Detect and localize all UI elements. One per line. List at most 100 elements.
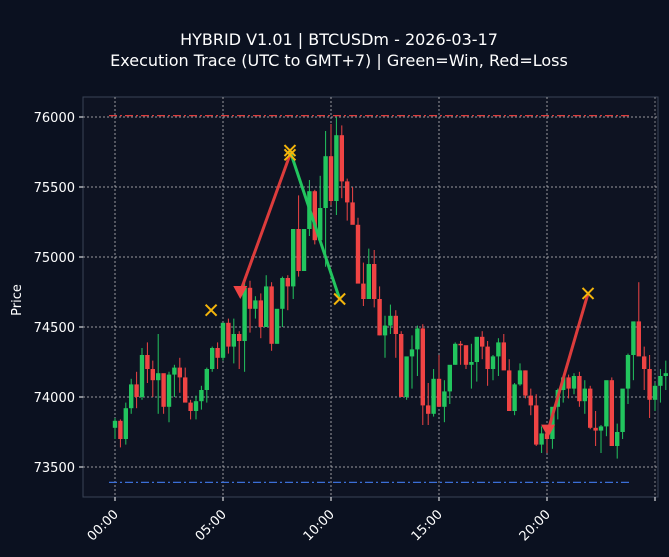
candle-down [577, 376, 582, 402]
entry-triangle-down-marker [541, 424, 556, 438]
exit-x-marker [333, 292, 346, 306]
candle-up [264, 286, 269, 327]
candle-up [517, 370, 523, 385]
candle-down [458, 343, 463, 346]
candle-up [598, 426, 604, 431]
candle-down [312, 191, 317, 241]
candle-up [631, 321, 636, 355]
candle-down [566, 377, 571, 389]
candle-down [226, 322, 231, 347]
candle-down [134, 384, 139, 397]
candle-up [204, 369, 209, 390]
candle-up [129, 384, 134, 409]
candle-down [528, 395, 533, 406]
candle-down [177, 367, 182, 378]
candle-down [436, 378, 442, 407]
candle-up [604, 380, 609, 427]
y-tick-label: 73500 [34, 461, 75, 476]
candle-up [193, 401, 199, 411]
candle-down [237, 334, 242, 341]
candle-up [123, 408, 128, 439]
candle-up [415, 328, 420, 350]
candle-down [593, 427, 598, 431]
candle-down [285, 278, 290, 287]
candle-up [156, 373, 161, 381]
candle-up [442, 391, 447, 407]
candle-up [652, 385, 658, 400]
candle-down [355, 224, 361, 284]
y-axis-label: Price [10, 284, 25, 316]
candle-down [269, 286, 274, 344]
candle-up [539, 433, 544, 445]
candle-down [377, 299, 382, 336]
candle-up [663, 373, 668, 376]
candle-up [550, 406, 555, 439]
candle-down [183, 377, 188, 403]
candle-up [447, 364, 452, 392]
candle-down [480, 336, 485, 347]
candle-down [420, 328, 425, 406]
exit-x-marker [581, 287, 595, 300]
y-tick-label: 76000 [34, 111, 75, 126]
candle-up [366, 264, 371, 299]
candle-up [571, 376, 577, 389]
candle-up [469, 362, 474, 365]
candle-down [609, 380, 614, 446]
candle-up [658, 376, 663, 386]
candle-down [501, 342, 506, 371]
candle-up [474, 336, 479, 362]
candle-down [296, 229, 301, 271]
candle-up [625, 355, 631, 389]
candle-down [118, 420, 123, 439]
candle-down [523, 370, 528, 396]
candle-down [463, 345, 469, 365]
candle-down [647, 369, 652, 400]
candle-down [393, 315, 398, 334]
candle-down [258, 300, 263, 327]
candle-down [345, 181, 350, 203]
candle-up [323, 156, 328, 208]
candle-down [544, 433, 550, 439]
candle-up [615, 432, 620, 446]
exit-x-marker [204, 303, 218, 317]
candle-down [399, 334, 404, 397]
candle-up [431, 378, 436, 414]
candle-down [361, 283, 366, 299]
candle-down [642, 356, 647, 369]
entry-triangle-down-marker [233, 286, 248, 299]
candle-down [145, 355, 150, 369]
candle-up [274, 308, 280, 344]
candle-up [388, 315, 393, 326]
candle-down [161, 373, 166, 407]
candle-up [318, 208, 323, 241]
candle-up [453, 343, 458, 365]
candle-down [247, 287, 253, 309]
trade-traces [204, 144, 595, 438]
candle-up [490, 356, 496, 369]
exit-x-marker [283, 144, 297, 157]
candle-down [215, 348, 220, 358]
candle-up [582, 388, 587, 402]
candle-down [339, 135, 344, 182]
candle-down [150, 369, 155, 381]
loss-trade-line [546, 292, 590, 432]
candle-down [588, 388, 593, 428]
candle-up [280, 278, 285, 309]
candle-up [112, 420, 118, 428]
candle-down [534, 405, 539, 445]
chart-title: HYBRID V1.01 | BTCUSDm - 2026-03-17 [180, 30, 498, 49]
y-tick-label: 74000 [34, 391, 75, 406]
candle-up [404, 356, 409, 397]
candle-up [382, 325, 388, 336]
candle-down [485, 346, 490, 369]
y-tick-label: 75500 [34, 181, 75, 196]
candle-up [253, 300, 258, 309]
candle-up [210, 348, 215, 369]
candle-down [350, 202, 355, 225]
candle-up [199, 390, 204, 402]
y-tick-label: 74500 [34, 321, 75, 336]
candle-up [291, 229, 296, 287]
candle-down [328, 156, 334, 201]
win-trade-line [288, 150, 342, 300]
